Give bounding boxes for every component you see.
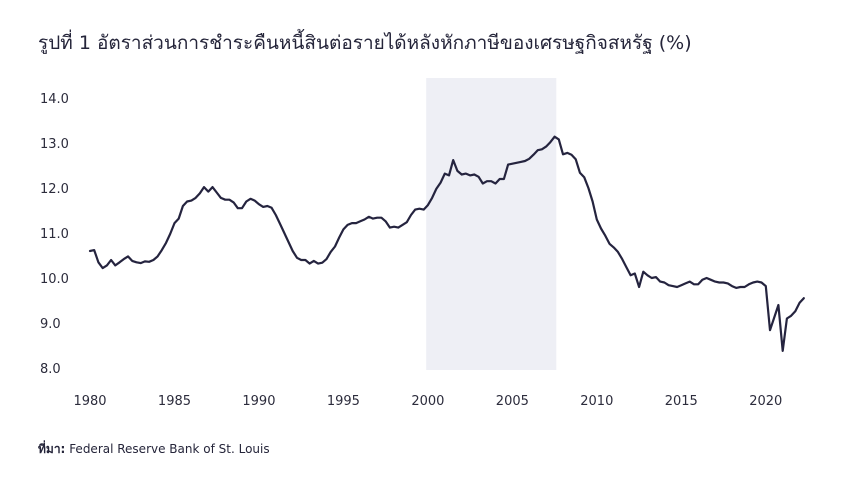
shaded-period bbox=[426, 78, 557, 370]
source-note: ที่มา: Federal Reserve Bank of St. Louis bbox=[38, 440, 270, 459]
x-tick-label: 2000 bbox=[411, 394, 444, 409]
y-tick-label: 14.0 bbox=[40, 92, 69, 107]
source-text: Federal Reserve Bank of St. Louis bbox=[69, 442, 270, 456]
x-tick-label: 1980 bbox=[73, 394, 106, 409]
y-tick-label: 13.0 bbox=[40, 137, 69, 152]
chart-title: รูปที่ 1 อัตราส่วนการชำระคืนหนี้สินต่อรา… bbox=[38, 32, 692, 54]
x-tick-label: 1995 bbox=[327, 394, 360, 409]
x-tick-label: 1990 bbox=[242, 394, 275, 409]
y-tick-label: 9.0 bbox=[40, 317, 61, 332]
y-tick-label: 12.0 bbox=[40, 182, 69, 197]
x-tick-label: 2010 bbox=[580, 394, 613, 409]
x-tick-label: 2005 bbox=[496, 394, 529, 409]
series-line-0 bbox=[88, 135, 805, 352]
y-tick-label: 8.0 bbox=[40, 362, 61, 377]
x-tick-label: 2015 bbox=[665, 394, 698, 409]
source-label: ที่มา: bbox=[38, 442, 66, 456]
x-tick-label: 1985 bbox=[158, 394, 191, 409]
y-tick-label: 11.0 bbox=[40, 227, 69, 242]
y-tick-label: 10.0 bbox=[40, 272, 69, 287]
x-tick-label: 2020 bbox=[749, 394, 782, 409]
